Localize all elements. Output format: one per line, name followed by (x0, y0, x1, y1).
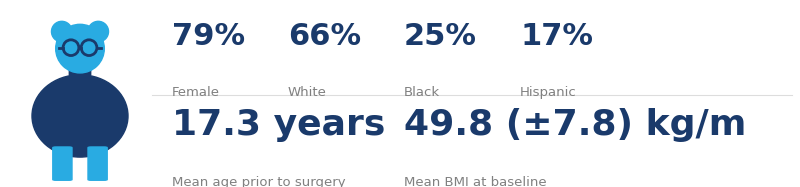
Text: 17.3 years: 17.3 years (172, 108, 386, 142)
FancyBboxPatch shape (70, 55, 90, 76)
FancyBboxPatch shape (53, 147, 72, 180)
Text: Hispanic: Hispanic (520, 86, 577, 99)
Text: 49.8 (±7.8) kg/m: 49.8 (±7.8) kg/m (404, 108, 746, 142)
Text: 79%: 79% (172, 22, 245, 51)
Text: Female: Female (172, 86, 220, 99)
Ellipse shape (32, 75, 128, 157)
Text: 25%: 25% (404, 22, 477, 51)
Ellipse shape (51, 21, 72, 42)
Text: 17%: 17% (520, 22, 593, 51)
FancyBboxPatch shape (88, 147, 107, 180)
Text: Mean BMI at baseline: Mean BMI at baseline (404, 176, 546, 187)
Text: 66%: 66% (288, 22, 361, 51)
Ellipse shape (88, 21, 109, 42)
Text: Black: Black (404, 86, 440, 99)
Text: Mean age prior to surgery: Mean age prior to surgery (172, 176, 346, 187)
Text: White: White (288, 86, 327, 99)
Ellipse shape (56, 24, 104, 73)
